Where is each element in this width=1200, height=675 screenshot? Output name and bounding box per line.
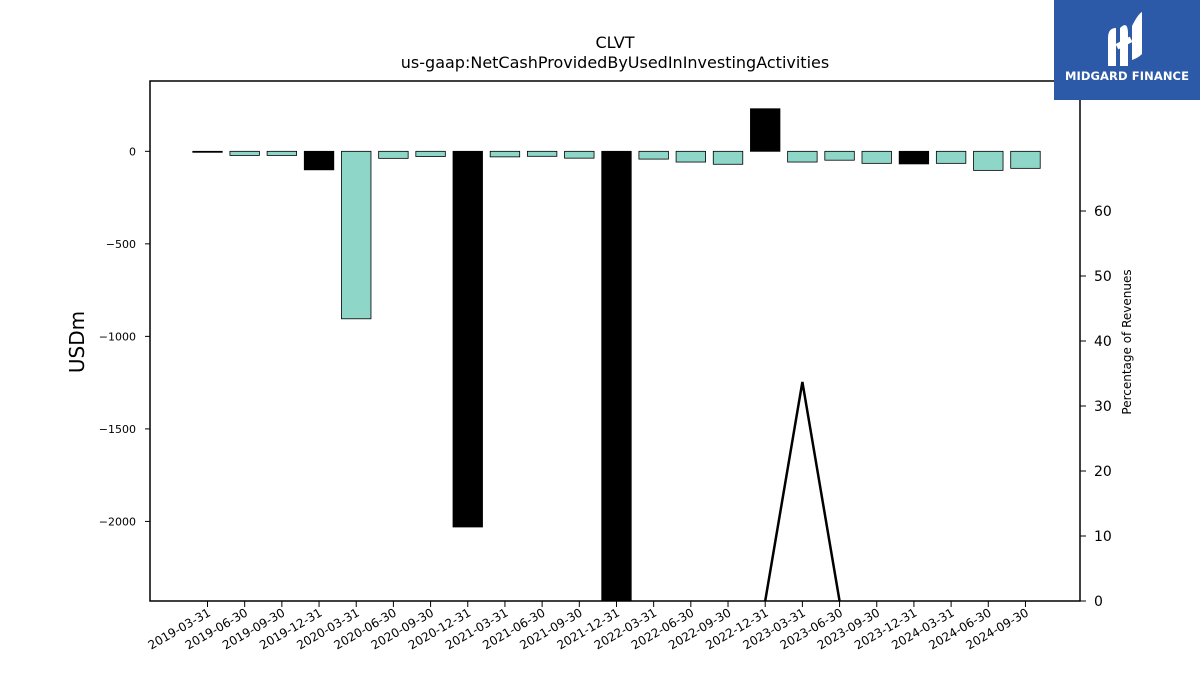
bar-2022-03-31 [638, 150, 669, 160]
brand-logo: MIDGARD FINANCE [1054, 0, 1200, 100]
bar-2020-06-30 [378, 150, 409, 159]
bar-2022-06-30 [675, 150, 706, 163]
y2-tick-label: 60 [1094, 204, 1112, 220]
y2-axis-label: Percentage of Revenues [1120, 269, 1134, 414]
bar-2019-06-30 [229, 150, 260, 156]
y2-tick-label: 20 [1094, 464, 1112, 480]
bar-2023-12-31 [898, 150, 930, 165]
chart-subtitle: us-gaap:NetCashProvidedByUsedInInvesting… [401, 53, 829, 72]
y-tick-label: −1000 [99, 330, 136, 343]
bar-2020-12-31 [452, 150, 483, 528]
midgard-logo-icon [1108, 12, 1142, 66]
y2-tick-label: 10 [1094, 529, 1112, 545]
bar-2019-03-31 [192, 150, 223, 153]
y2-tick-label: 50 [1094, 269, 1112, 285]
y-tick-label: −500 [106, 238, 136, 251]
bar-2021-09-30 [564, 150, 595, 159]
bar-2021-12-31 [601, 150, 632, 601]
bar-2022-12-31 [750, 108, 781, 152]
bar-2024-09-30 [1010, 150, 1041, 169]
bar-2019-09-30 [266, 150, 298, 156]
bar-2021-06-30 [526, 150, 558, 157]
chart-title: CLVT [595, 33, 634, 52]
logo-text: MIDGARD FINANCE [1064, 69, 1190, 83]
y2-tick-label: 30 [1094, 399, 1112, 415]
bar-2020-09-30 [415, 150, 446, 157]
percentage-line [763, 381, 841, 601]
y2-tick-label: 40 [1094, 334, 1112, 350]
y-tick-label: −2000 [99, 515, 136, 528]
y-axis-label: USDm [65, 311, 89, 373]
bar-2023-09-30 [861, 150, 892, 164]
bar-2020-03-31 [341, 150, 372, 320]
bar-2019-12-31 [303, 150, 335, 171]
bar-2024-03-31 [935, 150, 967, 164]
y-tick-label: 0 [129, 145, 136, 158]
bar-2021-03-31 [489, 150, 521, 158]
y2-tick-label: 0 [1094, 594, 1103, 610]
bar-2022-09-30 [712, 150, 744, 165]
bar-2023-03-31 [787, 150, 818, 163]
bar-2023-06-30 [824, 150, 855, 161]
bar-series [192, 108, 1041, 601]
bar-2024-06-30 [973, 150, 1004, 171]
y-tick-label: −1500 [99, 423, 136, 436]
